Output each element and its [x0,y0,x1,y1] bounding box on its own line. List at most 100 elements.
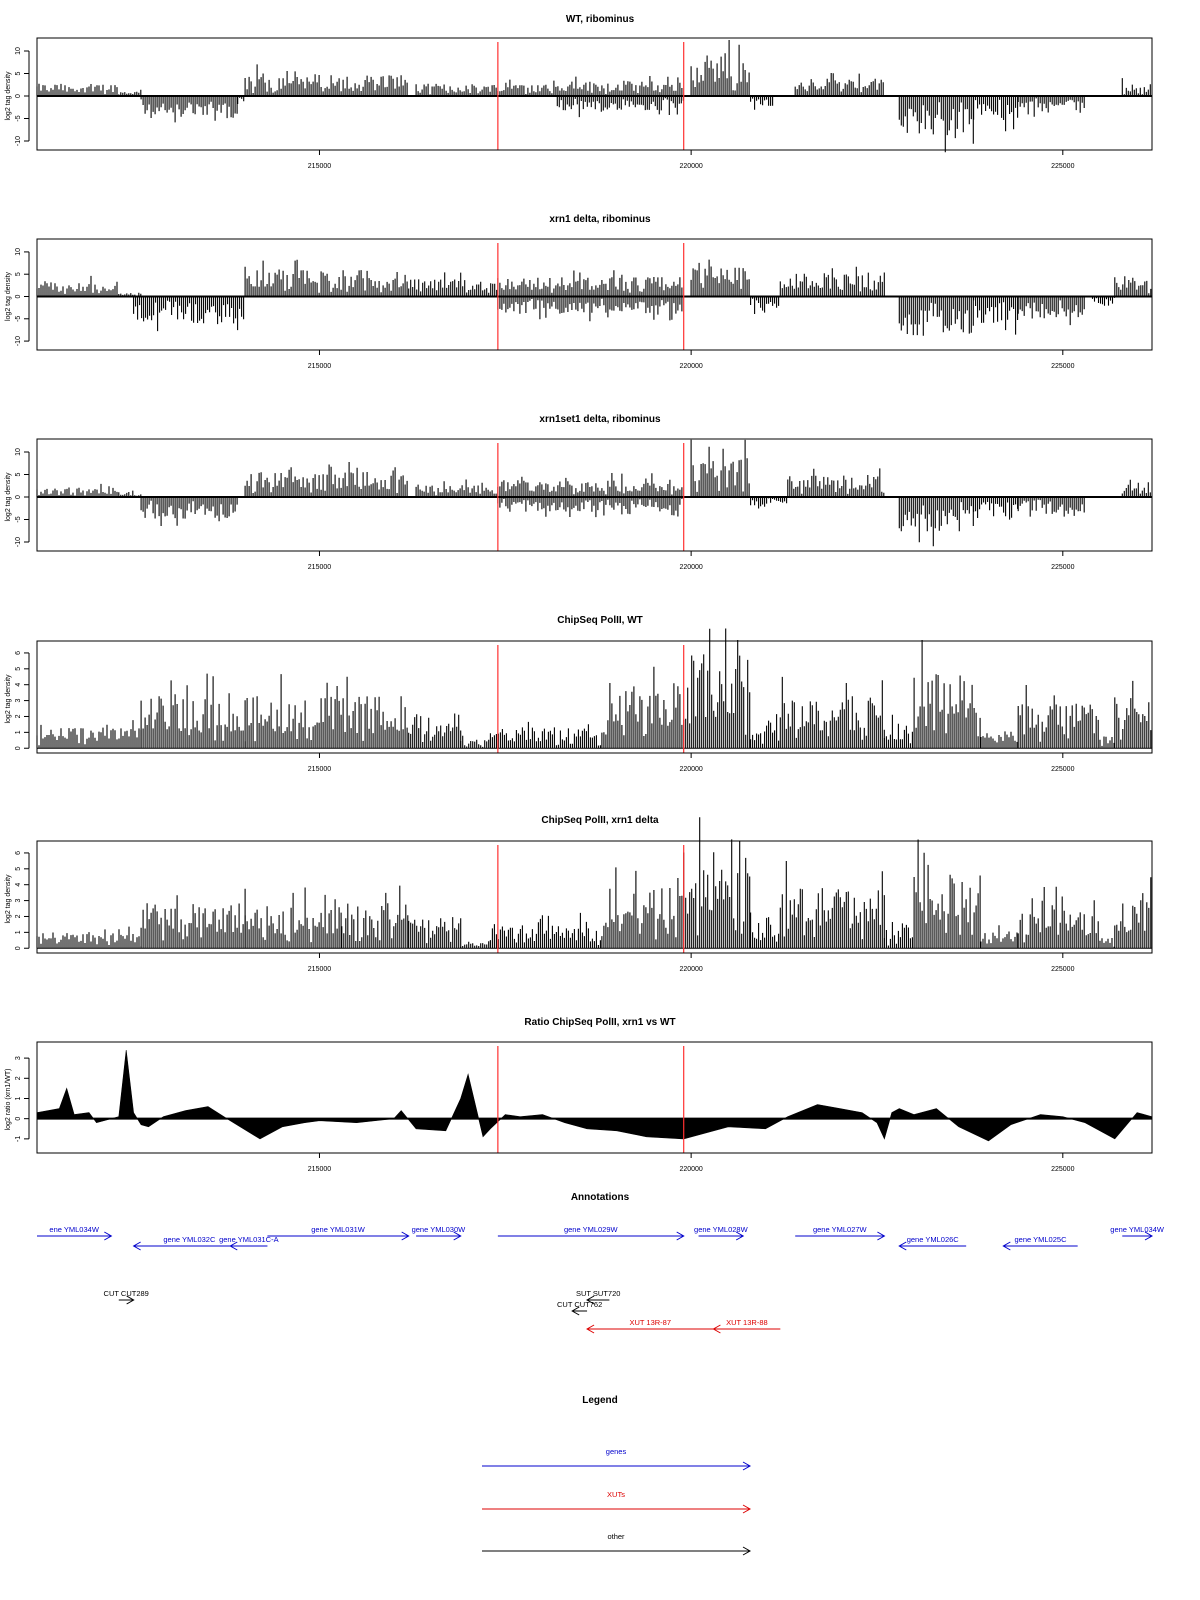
feature-label: gene YML031W [311,1225,366,1234]
signal-segment [408,917,462,949]
signal-segment [1091,296,1116,306]
feature-arrow [416,1231,462,1241]
signal-segment [140,96,238,123]
plot-frame [36,238,1153,351]
data-layer [36,259,1152,336]
signal-segment [1017,685,1099,749]
x-tick-label: 215000 [308,1166,331,1173]
signal-segment [497,473,683,497]
signal-segment [497,296,683,322]
signal-segment [750,714,780,749]
x-tick-label: 220000 [679,766,702,773]
x-tick-label: 225000 [1051,966,1074,973]
signal-segment [794,73,884,96]
y-tick-label: 0 [15,495,22,499]
y-tick-label: 1 [15,1096,22,1100]
feature-arrow [1002,1241,1078,1251]
y-tick-label: 0 [15,1117,22,1121]
feature-arrow [571,1306,588,1316]
arrow-head [126,1295,135,1305]
y-tick-label: 2 [15,714,22,718]
feature-arrow [132,1241,246,1251]
signal-segment [779,676,885,749]
data-layer [36,628,1152,749]
x-tick-label: 215000 [308,966,331,973]
y-tick-label: 4 [15,883,22,887]
y-tick-label: 3 [15,1056,22,1060]
feature-label: gene YML025C [1015,1235,1068,1244]
signal-segment [36,275,118,297]
signal-segment [244,259,408,297]
y-tick-label: 6 [15,851,22,855]
signal-segment [36,83,118,96]
y-tick-label: 1 [15,930,22,934]
y-axis-label: log2 ratio (xrn1/WT) [5,1069,12,1131]
signal-segment [497,76,683,96]
arrow-head [1002,1241,1011,1251]
x-tick-label: 225000 [1051,766,1074,773]
arrow-head [742,1504,752,1514]
plot-frame [36,840,1153,954]
feature-arrow [586,1324,714,1334]
y-tick-label: 1 [15,730,22,734]
y-tick-label: 0 [15,294,22,298]
y-tick-label: 5 [15,272,22,276]
annotations-title: Annotations [571,1192,630,1203]
panel-title: ChipSeq PolII, xrn1 delta [541,815,659,826]
data-layer [36,1049,1153,1142]
feature-label: CUT CUT762 [557,1300,602,1309]
arrow-head [898,1241,907,1251]
x-tick-label: 215000 [308,163,331,170]
x-tick-label: 220000 [679,363,702,370]
signal-segment [415,83,497,96]
signal-segment [750,96,774,110]
signal-segment [601,867,683,949]
y-tick-label: -5 [15,115,22,121]
signal-segment [460,735,490,749]
signal-segment [883,922,913,949]
y-tick-label: -5 [15,516,22,522]
panel-title: Ratio ChipSeq PolII, xrn1 vs WT [524,1017,675,1028]
data-layer [36,40,1152,153]
panel-chip-xrn1: ChipSeq PolII, xrn1 delta log2 tag densit… [5,815,1153,973]
feature-label: gene YML028W [694,1225,749,1234]
signal-segment [1121,78,1151,96]
arrow-head [735,1231,745,1241]
x-tick-label: 220000 [679,1166,702,1173]
signal-segment [497,270,683,297]
y-tick-label: -10 [15,336,22,346]
signal-segment [1017,296,1085,326]
y-axis-label: log2 tag density [5,674,12,724]
feature-arrow [898,1241,967,1251]
signal-segment [1099,736,1115,749]
signal-segment [898,296,974,336]
feature-arrow [586,1295,610,1305]
x-tick-label: 225000 [1051,363,1074,370]
y-tick-label: 5 [15,472,22,476]
legend-arrow [482,1461,752,1471]
signal-segment [690,40,750,96]
signal-segment [489,721,601,749]
signal-segment [973,296,1019,335]
signal-segment [750,497,788,509]
signal-segment [1121,479,1151,497]
feature-label: gene YML027W [813,1225,868,1234]
signal-segment [140,497,238,526]
signal-segment [973,96,1019,132]
arrow-head [742,1546,752,1556]
signal-segment [1017,497,1085,517]
arrow-head [877,1231,886,1241]
signal-segment [460,941,490,949]
legend-label: genes [606,1447,627,1456]
arrow-head [453,1231,462,1241]
plot-frame [36,1041,1153,1154]
y-axis-label: log2 tag density [5,472,12,522]
y-tick-label: -1 [15,1136,22,1142]
signal-segment [415,479,497,497]
signal-segment [244,462,408,497]
signal-segment [601,666,683,749]
signal-segment [750,296,780,314]
feature-arrow [229,1241,268,1251]
